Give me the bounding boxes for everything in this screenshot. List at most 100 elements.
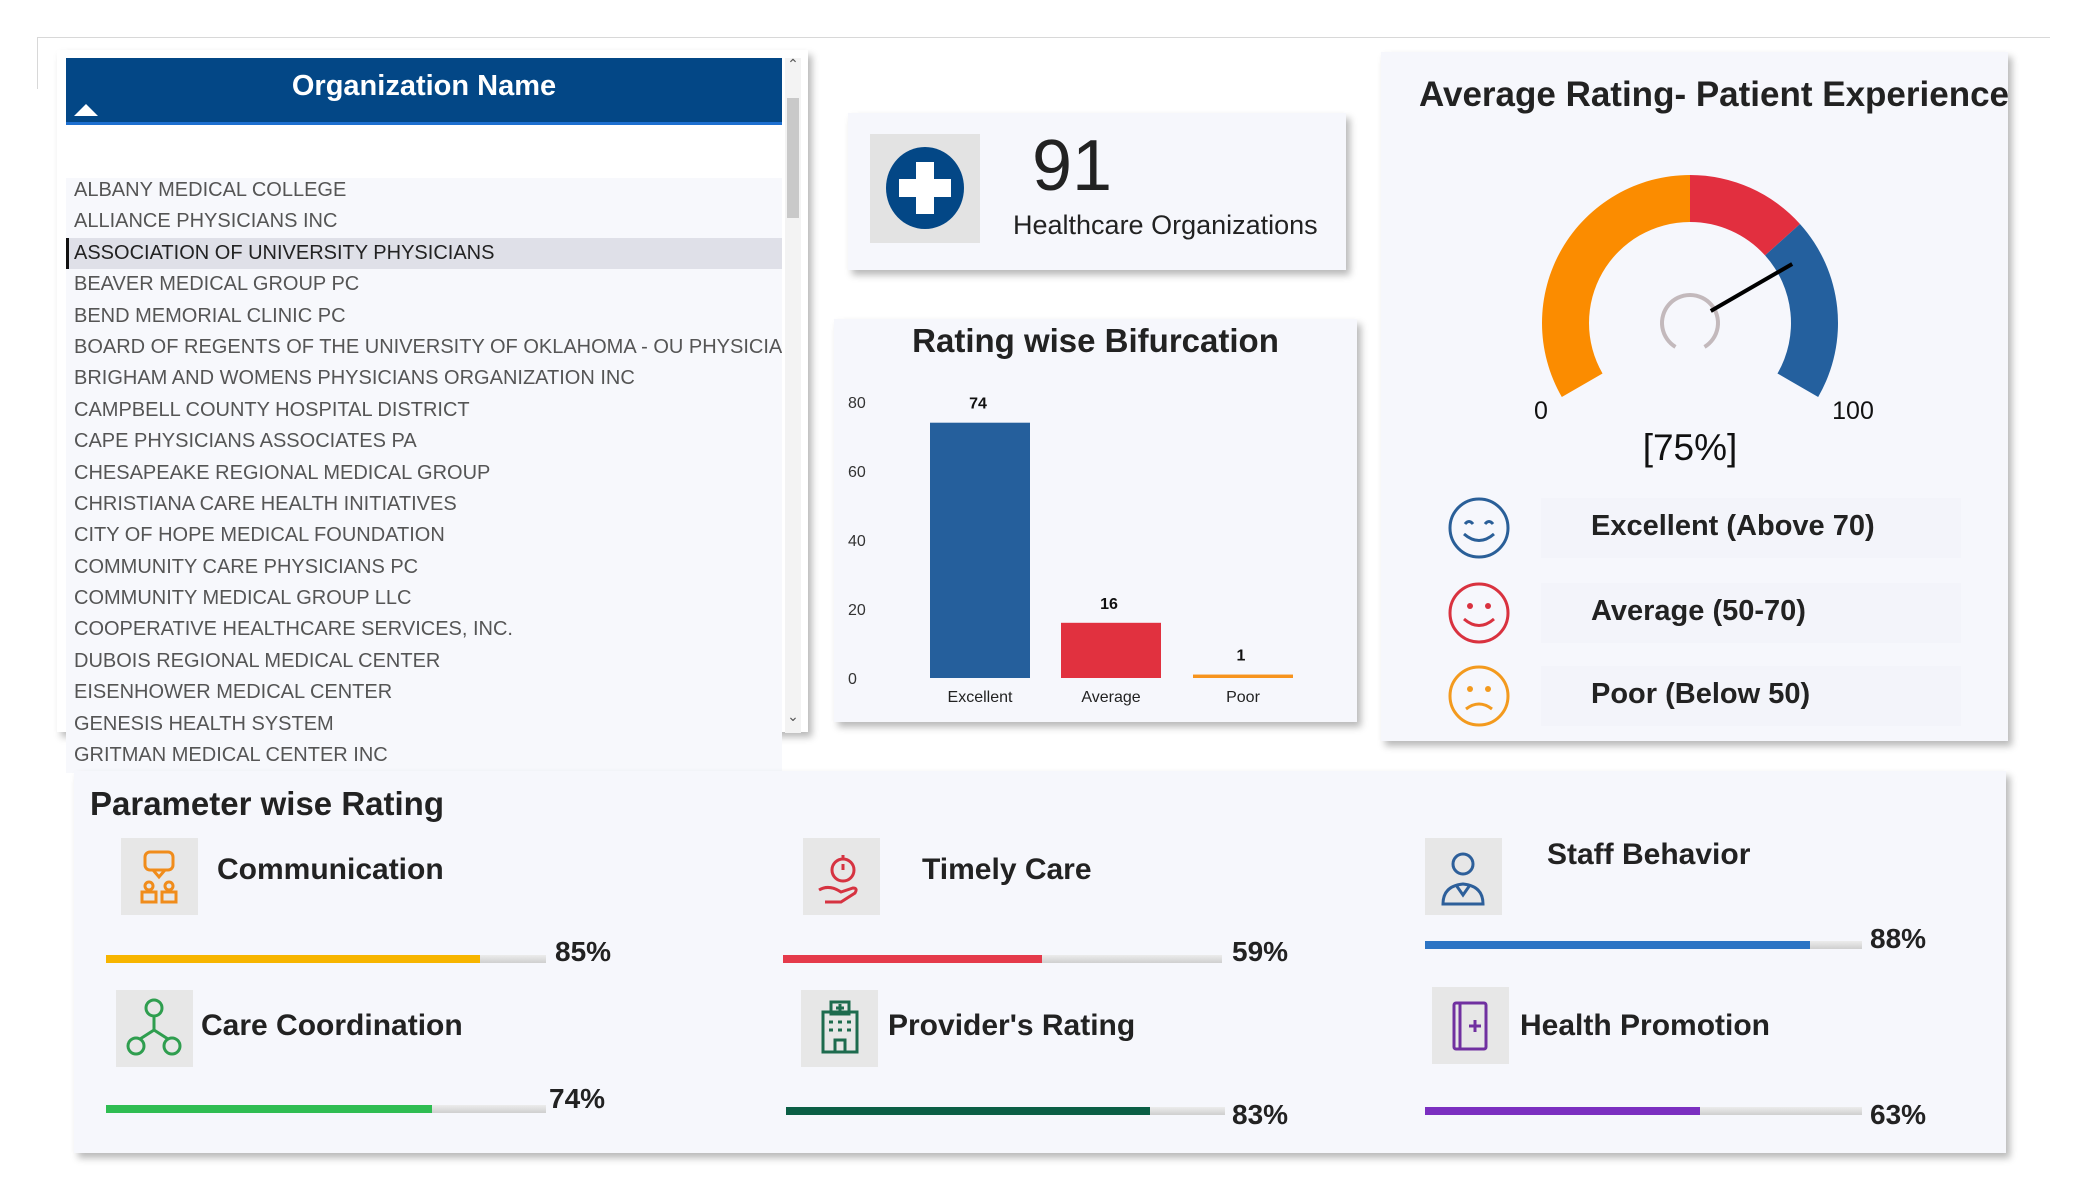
y-tick-label: 40 <box>848 533 866 550</box>
happy-face-icon <box>1448 497 1510 559</box>
parameter-progress-bar <box>1425 1107 1862 1115</box>
parameter-percent: 59% <box>1232 936 1289 967</box>
scroll-up-icon[interactable]: ⌃ <box>787 56 799 72</box>
organization-list-item[interactable]: ASSOCIATION OF UNIVERSITY PHYSICIANS <box>66 237 782 270</box>
parameter-title: Parameter wise Rating <box>90 785 444 822</box>
sad-face-icon <box>1448 665 1510 727</box>
dashboard-frame <box>37 37 2050 38</box>
legend-label: Excellent (Above 70) <box>1591 510 1875 542</box>
data-label: 16 <box>1100 596 1118 613</box>
gauge-hub <box>1660 293 1720 349</box>
organization-list-item[interactable]: BOARD OF REGENTS OF THE UNIVERSITY OF OK… <box>74 335 782 358</box>
gauge-value-label: [75%] <box>1643 427 1738 468</box>
legend-label: Poor (Below 50) <box>1591 678 1811 710</box>
data-label: 1 <box>1237 648 1246 665</box>
gauge-band <box>1765 223 1838 397</box>
gauge-title: Average Rating- Patient Experience <box>1419 75 2010 114</box>
organization-list-item[interactable]: GRITMAN MEDICAL CENTER INC <box>74 744 388 767</box>
organization-list-item[interactable]: GENESIS HEALTH SYSTEM <box>74 712 334 735</box>
gauge-min-label: 0 <box>1534 397 1548 425</box>
parameter-progress-fill <box>786 1107 1151 1115</box>
people-network-icon <box>116 990 193 1067</box>
parameter-percent: 88% <box>1870 923 1927 954</box>
parameter-progress-fill <box>1425 1107 1701 1115</box>
parameter-progress-bar <box>1425 941 1862 949</box>
dashboard-frame-edge <box>37 37 38 89</box>
gauge-max-label: 100 <box>1832 397 1874 425</box>
slicer-header[interactable]: Organization Name <box>66 58 782 125</box>
sort-ascending-icon[interactable] <box>74 104 98 116</box>
organization-list-item[interactable]: CAMPBELL COUNTY HOSPITAL DISTRICT <box>74 398 470 421</box>
parameter-percent: 63% <box>1870 1099 1927 1130</box>
bar-excellent[interactable] <box>930 422 1030 678</box>
scrollbar[interactable]: ⌃ ⌄ <box>785 56 801 733</box>
slicer-title: Organization Name <box>291 70 557 102</box>
organization-list: ALBANY MEDICAL COLLEGE ALLIANCE PHYSICIAN… <box>66 178 782 773</box>
medical-book-icon <box>1432 987 1509 1064</box>
organization-list-item[interactable]: CAPE PHYSICIANS ASSOCIATES PA <box>74 430 417 453</box>
organization-list-item[interactable]: CHESAPEAKE REGIONAL MEDICAL GROUP <box>74 461 491 484</box>
x-category-label: Excellent <box>948 689 1013 706</box>
organization-slicer: Organization Name ALBANY MEDICAL COLLEGE… <box>57 50 808 773</box>
y-tick-label: 0 <box>848 671 857 688</box>
organization-list-item[interactable]: CHRISTIANA CARE HEALTH INITIATIVES <box>74 492 457 515</box>
kpi-label: Healthcare Organizations <box>1013 210 1318 240</box>
medical-cross-icon <box>870 134 980 243</box>
bar-average[interactable] <box>1061 622 1161 678</box>
organization-list-item[interactable]: CITY OF HOPE MEDICAL FOUNDATION <box>74 524 445 547</box>
parameter-label: Staff Behavior <box>1547 838 1751 871</box>
legend-label: Average (50-70) <box>1591 595 1806 627</box>
parameter-progress-bar <box>106 955 546 963</box>
organization-list-item[interactable]: BRIGHAM AND WOMENS PHYSICIANS ORGANIZATI… <box>74 367 635 390</box>
parameter-label: Health Promotion <box>1520 1009 1771 1042</box>
parameter-percent: 74% <box>549 1083 606 1114</box>
kpi-card: 91 Healthcare Organizations <box>848 113 1346 270</box>
legend-row <box>1541 498 1961 558</box>
organization-list-item[interactable]: COOPERATIVE HEALTHCARE SERVICES, INC. <box>74 618 513 641</box>
bar-poor[interactable] <box>1193 674 1293 678</box>
organization-list-item[interactable]: ALLIANCE PHYSICIANS INC <box>74 210 338 233</box>
legend-row <box>1541 666 1961 726</box>
y-tick-label: 80 <box>848 395 866 412</box>
organization-list-item[interactable]: COMMUNITY MEDICAL GROUP LLC <box>74 587 412 610</box>
organization-list-item[interactable]: COMMUNITY CARE PHYSICIANS PC <box>74 555 419 578</box>
scroll-down-icon[interactable]: ⌄ <box>787 708 799 724</box>
parameter-progress-bar <box>786 1107 1225 1115</box>
x-category-label: Poor <box>1226 689 1260 706</box>
organization-list-item[interactable]: EISENHOWER MEDICAL CENTER <box>74 681 393 704</box>
parameter-rating-panel: Parameter wise Rating Communication 85% Ti… <box>74 771 2006 1153</box>
scroll-thumb[interactable] <box>787 98 799 218</box>
parameter-label: Provider's Rating <box>888 1009 1136 1042</box>
y-tick-label: 20 <box>848 602 866 619</box>
legend-row <box>1541 583 1961 643</box>
organization-list-item[interactable]: BEND MEMORIAL CLINIC PC <box>74 304 346 327</box>
hospital-building-icon <box>801 990 878 1067</box>
parameter-progress-fill <box>783 955 1042 963</box>
gauge-chart: 0 100 [75%] <box>1534 175 1874 468</box>
gauge-needle <box>1709 262 1794 313</box>
organization-list-item[interactable]: DUBOIS REGIONAL MEDICAL CENTER <box>74 649 441 672</box>
kpi-value: 91 <box>1032 126 1113 206</box>
average-rating-gauge-card: Average Rating- Patient Experience 0 100 [… <box>1381 52 2010 741</box>
parameter-progress-bar <box>783 955 1222 963</box>
smile-face-icon <box>1448 582 1510 644</box>
parameter-label: Timely Care <box>922 853 1092 886</box>
gauge-band <box>1542 175 1690 397</box>
parameter-label: Care Coordination <box>201 1009 463 1042</box>
parameter-progress-fill <box>1425 941 1810 949</box>
y-tick-label: 60 <box>848 464 866 481</box>
bar-chart-plot: 0 20 40 60 80 74 Excellent 16 Average 1 Poor <box>848 395 1293 706</box>
parameter-progress-fill <box>106 955 480 963</box>
parameter-progress-bar <box>106 1105 546 1113</box>
doctor-icon <box>1425 838 1502 915</box>
organization-list-item[interactable]: ALBANY MEDICAL COLLEGE <box>74 179 347 201</box>
organization-list-item[interactable]: BEAVER MEDICAL GROUP PC <box>74 273 360 296</box>
rating-bar-chart: Rating wise Bifurcation 0 20 40 60 80 74 Excel… <box>834 319 1357 722</box>
parameter-progress-fill <box>106 1105 432 1113</box>
chart-title: Rating wise Bifurcation <box>912 322 1279 359</box>
parameter-label: Communication <box>217 853 444 886</box>
communication-icon <box>121 838 198 915</box>
data-label: 74 <box>969 396 987 413</box>
parameter-percent: 85% <box>555 936 612 967</box>
parameter-percent: 83% <box>1232 1099 1289 1130</box>
